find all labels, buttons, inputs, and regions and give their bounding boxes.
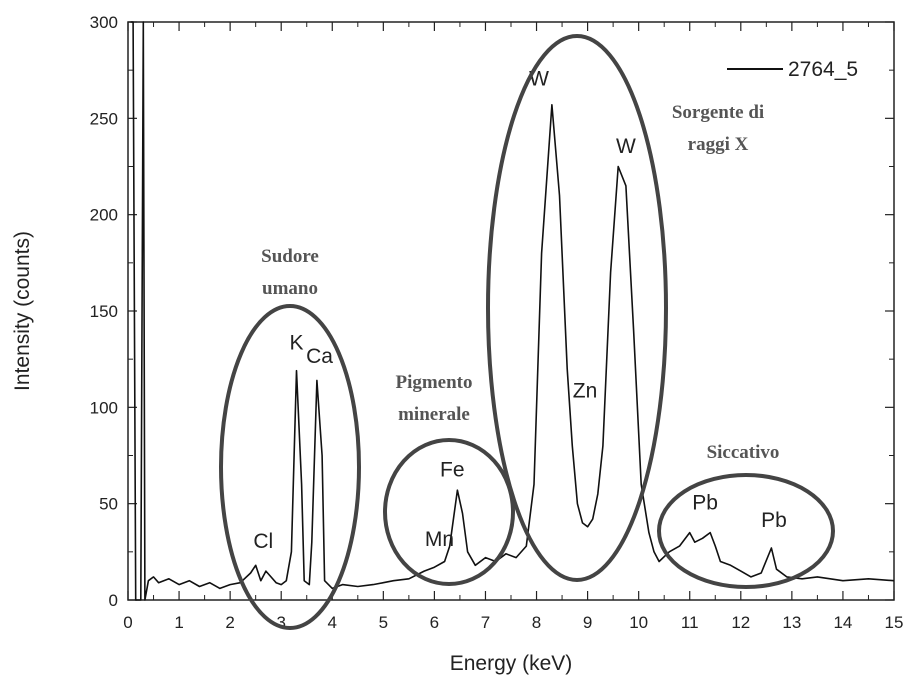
series-group: [130, 21, 895, 601]
legend: 2764_5: [727, 58, 858, 81]
x-tick-label: 8: [532, 613, 541, 632]
group-ellipse-sorgente: [486, 34, 668, 582]
peak-label: W: [616, 135, 636, 158]
y-tick-label: 0: [109, 591, 118, 610]
x-tick-label: 14: [833, 613, 852, 632]
group-label-sorgente-line1: Sorgente di: [672, 102, 764, 123]
y-tick-label: 250: [90, 109, 118, 128]
x-tick-label: 2: [225, 613, 234, 632]
x-tick-label: 6: [430, 613, 439, 632]
y-tick-label: 50: [99, 495, 118, 514]
x-axis-title: Energy (keV): [450, 652, 573, 675]
series-line: [130, 21, 895, 601]
x-tick-label: 9: [583, 613, 592, 632]
x-tick-label: 10: [629, 613, 648, 632]
y-tick-labels: 0 50 100 150 200 250 300: [90, 13, 118, 610]
peak-label: Ca: [306, 345, 333, 368]
group-label-sudore-line1: Sudore: [261, 246, 319, 267]
y-tick-label: 100: [90, 398, 118, 417]
x-tick-label: 0: [123, 613, 132, 632]
x-tick-label: 7: [481, 613, 490, 632]
x-tick-label: 13: [782, 613, 801, 632]
group-label-sorgente-line2: raggi X: [688, 134, 749, 155]
x-tick-label: 12: [731, 613, 750, 632]
group-label-sudore-line2: umano: [262, 278, 318, 299]
legend-label: 2764_5: [788, 58, 858, 81]
group-ellipse-pigmento: [383, 438, 515, 586]
x-tick-label: 1: [174, 613, 183, 632]
axis-ticks: [127, 21, 895, 601]
group-label-pigmento-line1: Pigmento: [395, 372, 472, 393]
x-tick-label: 11: [681, 613, 699, 632]
x-tick-labels: 0 1 2 3 4 5 6 7 8 9 10 11 12 13 14 15: [123, 613, 903, 632]
y-tick-label: 300: [90, 13, 118, 32]
group-ellipse-sudore: [219, 304, 361, 630]
y-axis-title: Intensity (counts): [11, 231, 34, 391]
peak-label: Pb: [761, 509, 787, 532]
peak-label: K: [290, 332, 304, 355]
x-tick-label: 5: [379, 613, 388, 632]
peak-label: Cl: [253, 530, 273, 553]
y-tick-label: 150: [90, 302, 118, 321]
x-tick-label: 15: [885, 613, 904, 632]
y-tick-label: 200: [90, 206, 118, 225]
group-label-pigmento-line2: minerale: [398, 404, 470, 425]
peak-label: Zn: [573, 380, 598, 403]
peak-label: Fe: [440, 459, 465, 482]
group-ellipse-siccativo: [657, 473, 835, 589]
group-label-siccativo: Siccativo: [707, 442, 780, 463]
peak-label: Mn: [425, 528, 454, 551]
x-tick-label: 4: [328, 613, 337, 632]
x-tick-label: 3: [276, 613, 285, 632]
peak-label: Pb: [692, 491, 718, 514]
